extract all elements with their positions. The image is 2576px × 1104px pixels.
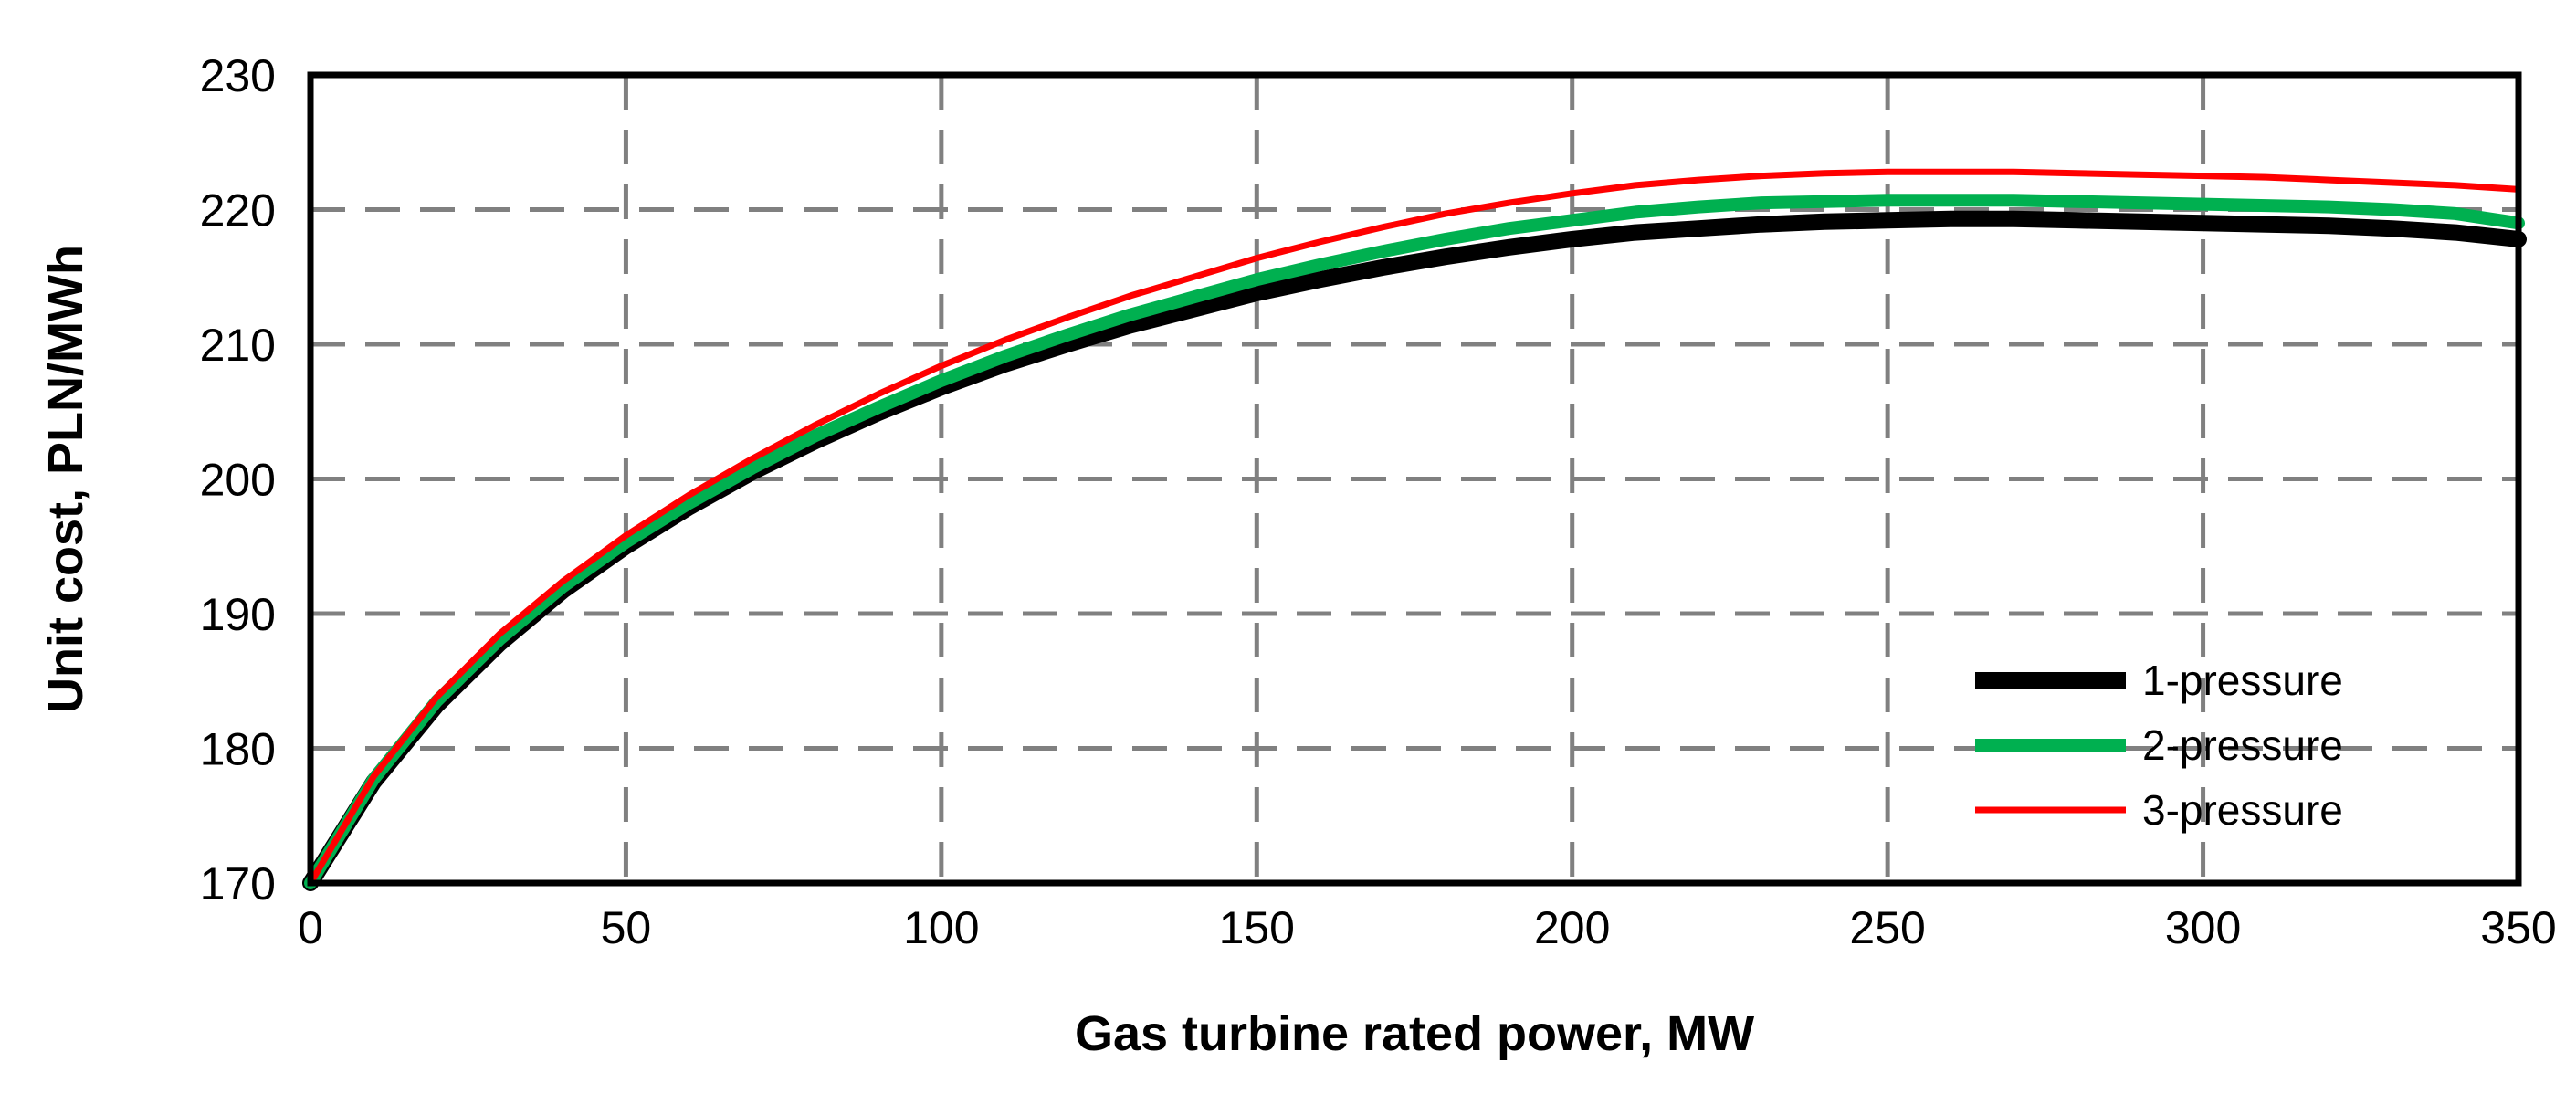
legend: 1-pressure 2-pressure 3-pressure (1975, 657, 2343, 834)
x-tick-label: 50 (601, 902, 652, 953)
x-tick-label: 250 (1849, 902, 1925, 953)
x-axis-title: Gas turbine rated power, MW (1075, 1006, 1754, 1061)
y-tick-label: 180 (200, 724, 276, 775)
x-tick-label: 200 (1534, 902, 1610, 953)
legend-label: 3-pressure (2142, 786, 2343, 834)
tick-labels: 0 50 100 150 200 250 300 350 170 180 190 200 210 220 2… (200, 50, 2557, 953)
legend-label: 1-pressure (2142, 657, 2343, 704)
plot-area-frame (307, 71, 2522, 887)
series-line-2-pressure (304, 194, 2525, 889)
x-tick-label: 150 (1219, 902, 1295, 953)
legend-label: 2-pressure (2142, 721, 2343, 769)
x-tick-label: 100 (903, 902, 979, 953)
y-axis-title: Unit cost, PLN/MWh (38, 245, 93, 713)
y-tick-label: 210 (200, 320, 276, 371)
x-tick-label: 300 (2165, 902, 2241, 953)
series-line-3-pressure (307, 168, 2522, 887)
y-tick-label: 220 (200, 185, 276, 237)
series-line-1-pressure (302, 210, 2527, 891)
y-tick-label: 230 (200, 50, 276, 101)
series-lines (302, 168, 2527, 891)
y-tick-label: 200 (200, 455, 276, 506)
x-tick-label: 350 (2480, 902, 2556, 953)
y-tick-label: 190 (200, 589, 276, 640)
x-tick-label: 0 (298, 902, 323, 953)
y-tick-label: 170 (200, 858, 276, 909)
